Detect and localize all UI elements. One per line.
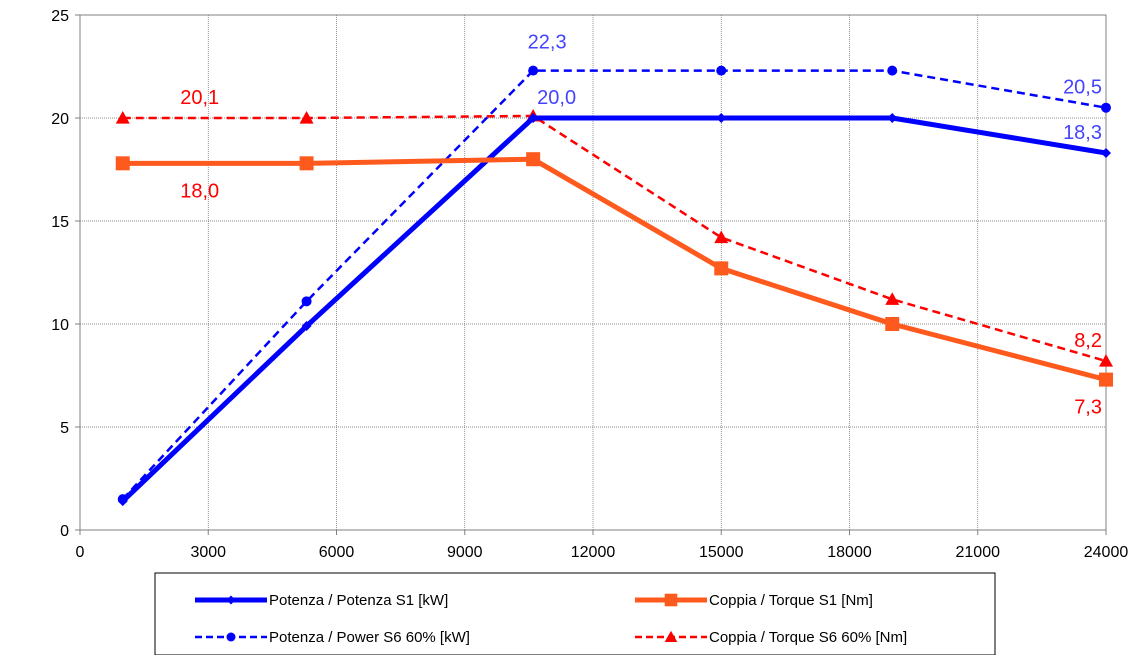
data-point [301, 296, 312, 307]
legend-label: Coppia / Torque S6 60% [Nm] [709, 629, 907, 646]
x-tick-label: 18000 [827, 544, 872, 561]
x-tick-label: 24000 [1084, 544, 1129, 561]
series-line [122, 114, 1107, 363]
data-label: 18,3 [1063, 122, 1102, 144]
x-tick-label: 0 [76, 544, 85, 561]
data-point [1101, 102, 1111, 113]
data-label: 22,3 [528, 32, 567, 54]
data-point [301, 321, 312, 332]
data-labels: 22,3 20,0 20,5 18,3 20,1 18,0 8,2 7,3 [180, 32, 1102, 419]
x-tick-label: 9000 [447, 544, 483, 561]
y-tick-label: 15 [51, 214, 69, 231]
axes: 0 3000 6000 9000 12000 15000 18000 21000 24000 0 5… [51, 8, 1128, 561]
legend-item: Potenza / Power S6 60% [kW] [195, 629, 470, 646]
x-tick-label: 12000 [571, 544, 616, 561]
legend-item: Potenza / Potenza S1 [kW] [195, 592, 448, 609]
data-point [887, 113, 898, 123]
grid [80, 15, 1106, 530]
legend: Potenza / Potenza S1 [kW] Coppia / Torque… [154, 572, 996, 655]
legend-marker [226, 595, 236, 605]
x-tick-label: 3000 [190, 544, 226, 561]
data-label: 8,2 [1074, 330, 1102, 352]
data-point [528, 65, 539, 76]
data-point [115, 156, 130, 171]
data-point [887, 65, 898, 76]
data-point [1099, 372, 1113, 387]
data-point [299, 156, 314, 171]
data-label: 20,0 [537, 87, 576, 109]
x-tick-label: 21000 [956, 544, 1001, 561]
data-point [299, 111, 314, 124]
x-tick-label: 6000 [319, 544, 355, 561]
data-point [1099, 354, 1113, 367]
legend-label: Potenza / Power S6 60% [kW] [269, 629, 470, 646]
data-label: 7,3 [1074, 397, 1102, 419]
data-point [1101, 148, 1111, 159]
y-tick-label: 10 [51, 317, 69, 334]
data-label: 20,1 [180, 87, 219, 109]
data-point [115, 111, 130, 124]
series-1 [117, 113, 1111, 507]
plot-frame [79, 14, 1107, 531]
data-point [526, 152, 541, 167]
series-line [121, 69, 1107, 500]
data-point [716, 113, 727, 123]
y-tick-label: 0 [60, 523, 69, 540]
data-point [714, 230, 729, 244]
y-tick-label: 5 [60, 420, 69, 437]
data-label: 20,5 [1063, 77, 1102, 99]
series-4 [115, 108, 1113, 367]
legend-label: Coppia / Torque S1 [Nm] [709, 592, 873, 609]
data-point [528, 113, 539, 123]
series-line [121, 115, 1107, 503]
y-tick-label: 20 [51, 111, 69, 128]
x-tick-label: 15000 [699, 544, 744, 561]
legend-label: Potenza / Potenza S1 [kW] [269, 592, 448, 609]
legend-marker [664, 630, 678, 643]
y-tick-label: 25 [51, 8, 69, 25]
data-point [885, 317, 900, 331]
legend-item: Coppia / Torque S6 60% [Nm] [635, 629, 907, 646]
data-point [885, 292, 900, 305]
series-layer [115, 65, 1113, 507]
legend-box [154, 572, 996, 655]
data-point [716, 65, 727, 76]
legend-item: Coppia / Torque S1 [Nm] [635, 592, 873, 609]
legend-marker [664, 593, 678, 607]
series-2 [115, 152, 1113, 387]
series-line [122, 156, 1107, 383]
data-point [714, 261, 729, 276]
data-label: 18,0 [180, 180, 219, 202]
data-point [117, 496, 128, 507]
legend-marker [226, 632, 236, 642]
